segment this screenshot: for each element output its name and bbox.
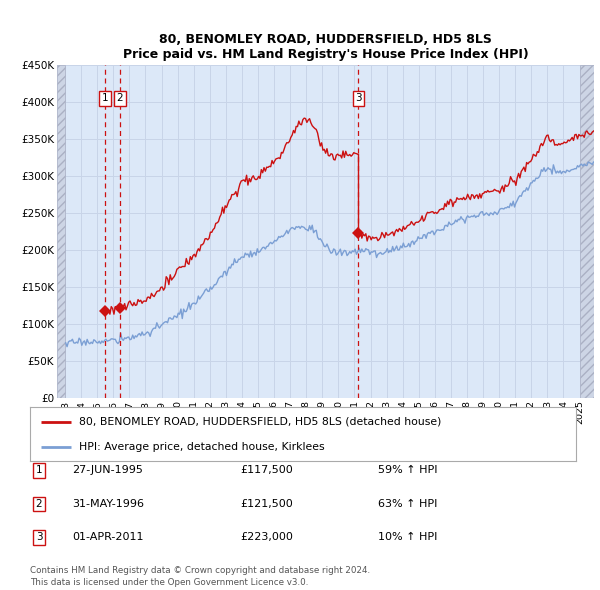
Text: 80, BENOMLEY ROAD, HUDDERSFIELD, HD5 8LS (detached house): 80, BENOMLEY ROAD, HUDDERSFIELD, HD5 8LS… (79, 417, 442, 427)
Text: £121,500: £121,500 (240, 499, 293, 509)
Text: £223,000: £223,000 (240, 533, 293, 542)
Text: 3: 3 (355, 93, 362, 103)
Text: 27-JUN-1995: 27-JUN-1995 (72, 466, 143, 475)
Bar (57, 65, 65, 398)
Text: 63% ↑ HPI: 63% ↑ HPI (378, 499, 437, 509)
Text: 3: 3 (35, 533, 43, 542)
Text: 31-MAY-1996: 31-MAY-1996 (72, 499, 144, 509)
Text: 10% ↑ HPI: 10% ↑ HPI (378, 533, 437, 542)
Text: 1: 1 (35, 466, 43, 475)
Text: £117,500: £117,500 (240, 466, 293, 475)
Text: HPI: Average price, detached house, Kirklees: HPI: Average price, detached house, Kirk… (79, 442, 325, 452)
Text: 01-APR-2011: 01-APR-2011 (72, 533, 143, 542)
Title: 80, BENOMLEY ROAD, HUDDERSFIELD, HD5 8LS
Price paid vs. HM Land Registry's House: 80, BENOMLEY ROAD, HUDDERSFIELD, HD5 8LS… (122, 33, 529, 61)
Text: Contains HM Land Registry data © Crown copyright and database right 2024.
This d: Contains HM Land Registry data © Crown c… (30, 566, 370, 587)
Text: 1: 1 (102, 93, 109, 103)
Text: 59% ↑ HPI: 59% ↑ HPI (378, 466, 437, 475)
Text: 2: 2 (117, 93, 124, 103)
Text: 2: 2 (35, 499, 43, 509)
Bar (580, 65, 594, 398)
